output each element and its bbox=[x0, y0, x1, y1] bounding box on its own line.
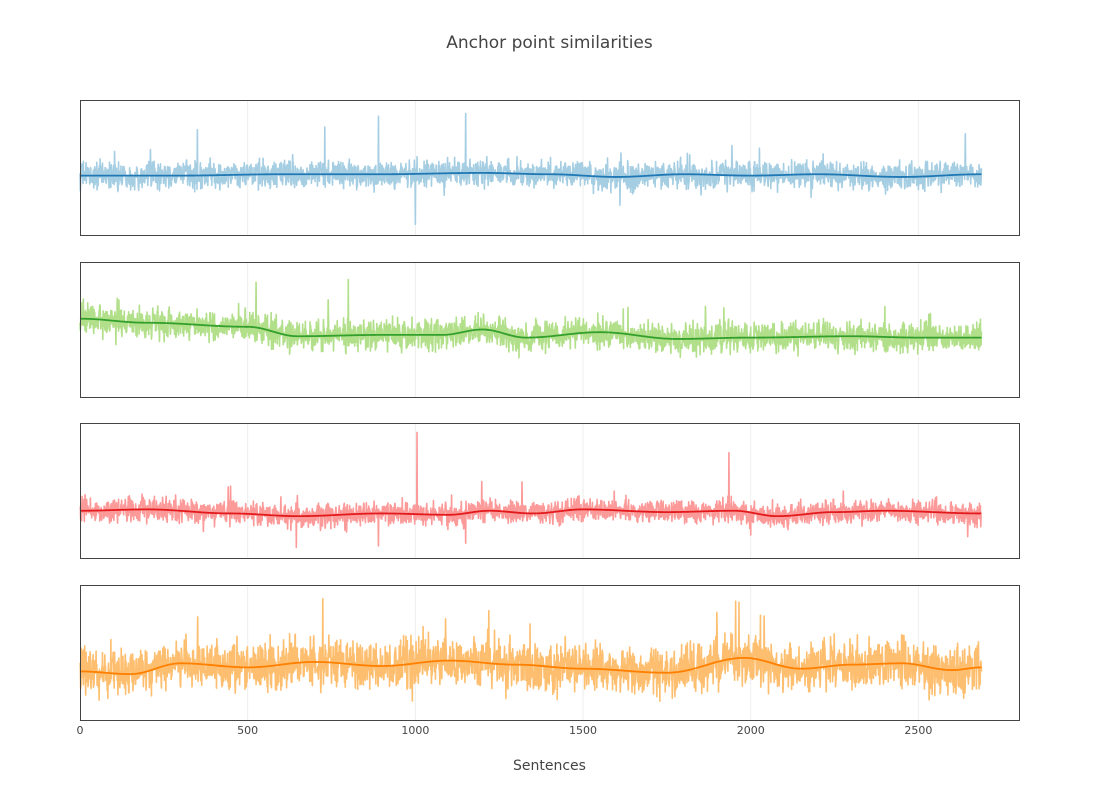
chart-title: Anchor point similarities bbox=[446, 33, 653, 53]
panel-frame-3 bbox=[80, 423, 1020, 559]
x-tick-label-2: 1000 bbox=[401, 724, 429, 737]
x-tick-label-4: 2000 bbox=[737, 724, 765, 737]
x-axis-title: Sentences bbox=[513, 758, 586, 774]
smooth-series-4 bbox=[80, 656, 982, 675]
raw-series-1 bbox=[79, 112, 983, 225]
panel-2 bbox=[79, 262, 1020, 398]
raw-series-2 bbox=[79, 278, 983, 359]
panel-3 bbox=[79, 423, 1020, 559]
x-tick-label-0: 0 bbox=[77, 724, 84, 737]
x-tick-label-3: 1500 bbox=[569, 724, 597, 737]
panel-1 bbox=[79, 100, 1020, 236]
panel-frame-4 bbox=[80, 585, 1020, 721]
smooth-series-1 bbox=[80, 172, 982, 178]
raw-series-4 bbox=[79, 597, 983, 702]
panel-frame-1 bbox=[80, 100, 1020, 236]
x-tick-label-1: 500 bbox=[237, 724, 258, 737]
raw-series-3 bbox=[79, 431, 982, 548]
smooth-series-2 bbox=[80, 317, 982, 340]
panel-4 bbox=[79, 585, 1020, 721]
x-tick-label-5: 2500 bbox=[904, 724, 932, 737]
panel-frame-2 bbox=[80, 262, 1020, 398]
smooth-series-3 bbox=[80, 508, 982, 518]
